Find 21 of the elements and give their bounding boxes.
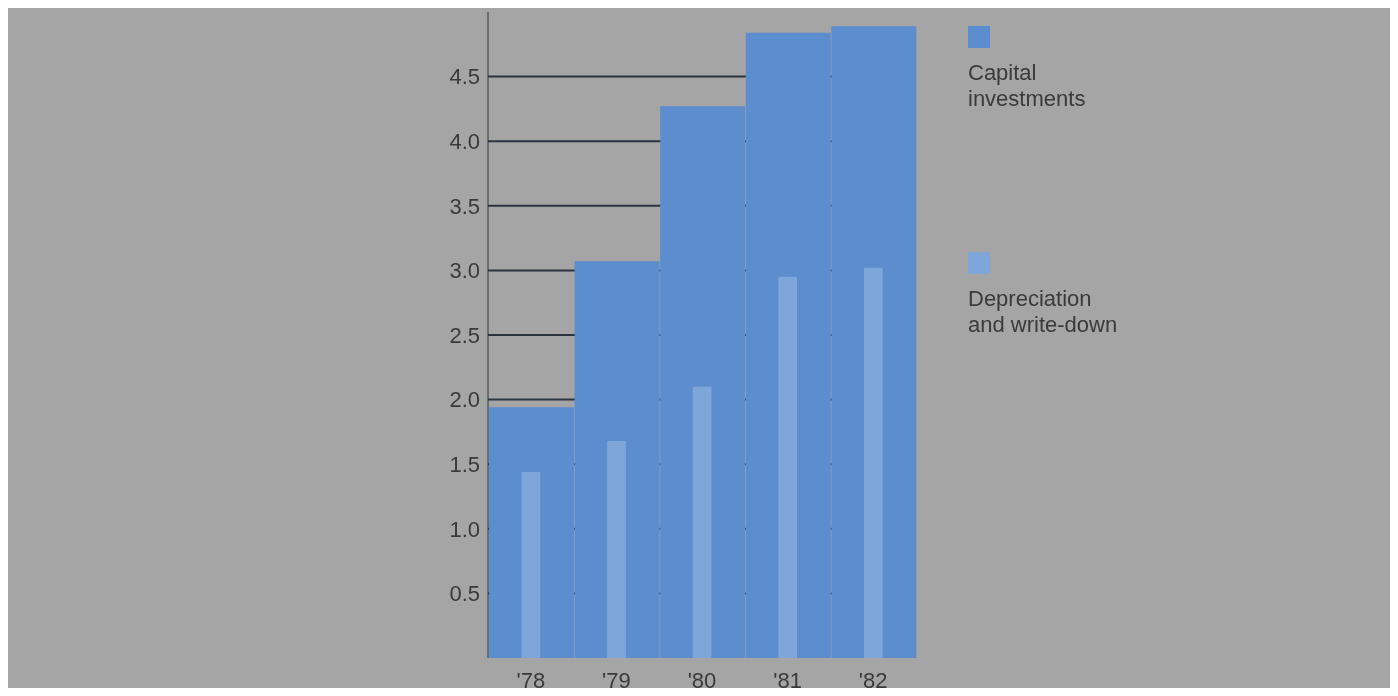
y-tick-label: 1.0	[449, 516, 480, 542]
x-tick-label: '80	[687, 667, 717, 693]
bar	[778, 276, 798, 658]
bar	[521, 471, 541, 658]
x-tick-label: '81	[773, 667, 802, 693]
y-tick-label: 2.5	[449, 322, 480, 348]
x-tick-label: '78	[516, 667, 546, 693]
bar	[863, 267, 883, 658]
bar	[692, 386, 712, 658]
x-tick-label: '82	[858, 667, 888, 693]
y-tick-label: 4.0	[449, 129, 480, 155]
y-tick-label: 2.0	[449, 387, 480, 413]
y-tick-label: 4.5	[449, 64, 480, 90]
y-tick-label: 3.0	[449, 258, 480, 284]
y-tick-label: 1.5	[449, 452, 480, 478]
y-tick-label: 3.5	[449, 193, 480, 219]
legend-label: Depreciation and write-down	[968, 286, 1119, 338]
legend-label: Capital investments	[968, 60, 1087, 112]
y-tick-label: 0.5	[449, 581, 480, 607]
bar	[607, 440, 626, 658]
x-tick-label: '79	[602, 667, 631, 693]
